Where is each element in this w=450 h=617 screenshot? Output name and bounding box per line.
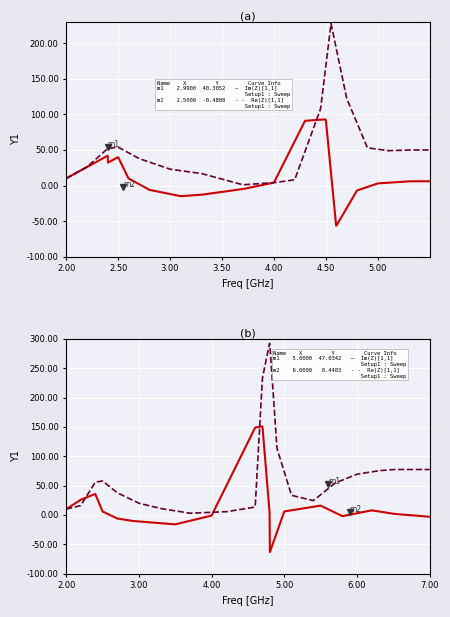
Text: m2: m2: [123, 180, 135, 189]
Y-axis label: Y1: Y1: [11, 133, 21, 145]
Y-axis label: Y1: Y1: [11, 450, 21, 462]
Text: m1: m1: [108, 140, 120, 149]
Text: m2: m2: [350, 505, 362, 514]
Text: m1: m1: [328, 478, 340, 486]
Title: (b): (b): [240, 328, 256, 338]
Title: (a): (a): [240, 11, 256, 21]
X-axis label: Freq [GHz]: Freq [GHz]: [222, 596, 274, 606]
Text: Name    X         Y         Curve Info
m1    2.9900  40.3052   —  Im(Z)[1,1]
   : Name X Y Curve Info m1 2.9900 40.3052 — …: [157, 81, 290, 109]
X-axis label: Freq [GHz]: Freq [GHz]: [222, 279, 274, 289]
Text: Name    X         Y         Curve Info
m1    5.0000  47.0342   —  Im(Z)[1,1]
   : Name X Y Curve Info m1 5.0000 47.0342 — …: [273, 350, 407, 379]
